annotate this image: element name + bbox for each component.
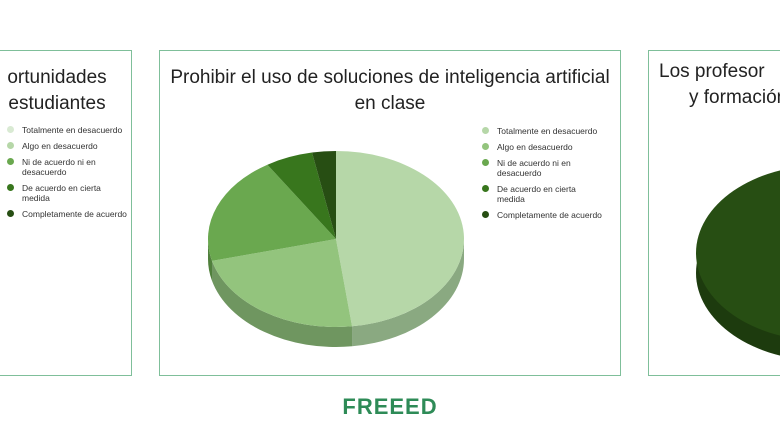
title-line: ortunidades	[7, 67, 107, 88]
legend-marker	[7, 142, 14, 149]
right-card[interactable]: Los profesor y formación	[648, 50, 780, 376]
legend-item: De acuerdo en cierta medida	[7, 183, 127, 203]
partial-pie	[696, 170, 780, 356]
pie-top	[696, 170, 780, 336]
card-title: Los profesor y formación	[659, 59, 780, 111]
legend-label: De acuerdo en cierta medida	[497, 184, 576, 204]
pie-slice	[336, 151, 464, 327]
pie-slice-side	[208, 239, 213, 281]
legend-label: Ni de acuerdo ni en desacuerdo	[22, 157, 96, 177]
legend: Totalmente en desacuerdo Algo en desacuer…	[7, 125, 127, 225]
legend-marker	[482, 159, 489, 166]
legend-marker	[7, 210, 14, 217]
left-card[interactable]: ortunidades estudiantes Totalmente en de…	[0, 50, 132, 376]
pie-slice-side	[352, 239, 464, 347]
legend-marker	[482, 127, 489, 134]
legend-label: Algo en desacuerdo	[22, 141, 98, 151]
legend-label: Completamente de acuerdo	[22, 209, 127, 219]
legend-item: Totalmente en desacuerdo	[7, 125, 127, 135]
chart-title: Prohibir el uso de soluciones de intelig…	[170, 67, 610, 114]
legend-item: Totalmente en desacuerdo	[482, 126, 604, 136]
legend-marker	[482, 143, 489, 150]
legend-marker	[482, 185, 489, 192]
legend-marker	[7, 184, 14, 191]
card-title: ortunidades estudiantes	[0, 65, 131, 117]
legend-item: Completamente de acuerdo	[7, 209, 127, 219]
legend-marker	[482, 211, 489, 218]
title-line: y formación	[689, 87, 780, 108]
title-line: estudiantes	[8, 93, 106, 114]
legend-item: Ni de acuerdo ni en desacuerdo	[482, 158, 604, 178]
pie-slice	[312, 151, 336, 239]
legend-label: Algo en desacuerdo	[497, 142, 573, 152]
chart	[208, 151, 464, 347]
legend-item: Ni de acuerdo ni en desacuerdo	[7, 157, 127, 177]
pie-slice	[208, 164, 336, 261]
legend-item: De acuerdo en cierta medida	[482, 184, 604, 204]
pie-slice	[267, 152, 336, 239]
legend-label: Totalmente en desacuerdo	[22, 125, 123, 135]
legend-label: Totalmente en desacuerdo	[497, 126, 598, 136]
legend-label: De acuerdo en cierta medida	[22, 183, 101, 203]
pie-slice	[212, 239, 353, 327]
pie-slice-side	[212, 260, 353, 347]
legend-item: Completamente de acuerdo	[482, 210, 604, 220]
legend-marker	[7, 158, 14, 165]
center-card[interactable]: Prohibir el uso de soluciones de intelig…	[159, 50, 621, 376]
legend-item: Algo en desacuerdo	[482, 142, 604, 152]
legend-label: Completamente de acuerdo	[497, 210, 602, 220]
legend: Totalmente en desacuerdo Algo en desacuer…	[482, 126, 604, 226]
legend-item: Algo en desacuerdo	[7, 141, 127, 151]
legend-marker	[7, 126, 14, 133]
logo: FREEED	[342, 394, 438, 419]
title-line: Los profesor	[659, 61, 765, 82]
legend-label: Ni de acuerdo ni en desacuerdo	[497, 158, 571, 178]
